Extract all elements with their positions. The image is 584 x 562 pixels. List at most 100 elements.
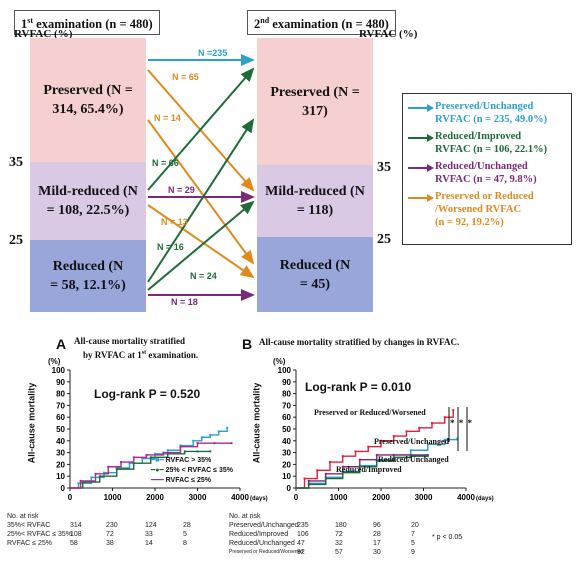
km-a-point	[107, 465, 110, 468]
risk-b-title: No. at risk	[229, 513, 261, 520]
panel-a-legend-2: ━●━ 25% < RVFAC ≤ 35%	[151, 467, 233, 474]
km-a-point	[166, 452, 169, 455]
panel-b-label-reduced-improved: Reduced/Improved	[336, 465, 402, 474]
km-a-ytick-label: 20	[56, 460, 65, 469]
risk-cell: 8	[183, 540, 187, 547]
km-a-point	[115, 466, 118, 469]
legend-reduced-improved: Reduced/Improved RVFAC (n = 106, 22.1%)	[407, 130, 567, 156]
flow-label-66: N = 66	[152, 158, 179, 168]
right-rvfac-label: RVFAC (%)	[359, 28, 418, 40]
km-b-point	[303, 477, 306, 480]
km-a-point	[209, 433, 212, 436]
flow-reduced-mild	[147, 200, 255, 291]
risk-cell: 106	[297, 531, 309, 538]
legend-preserved-unchanged: Preserved/Unchanged RVFAC (n = 235, 49.0%…	[407, 100, 567, 126]
km-b-xtick-label: 4000	[457, 493, 475, 502]
km-a-point	[179, 445, 182, 448]
km-a-ytick-label: 70	[56, 401, 65, 410]
flow-arrows	[147, 54, 255, 301]
km-b-xtick-label: 0	[294, 493, 299, 502]
km-b-xtick-label: 3000	[415, 493, 433, 502]
km-a-ytick-label: 0	[61, 484, 66, 493]
flow-preserved-reduced	[147, 119, 255, 265]
km-a-point	[149, 456, 152, 459]
km-b-ytick-label: 10	[282, 472, 291, 481]
risk-row-name: Preserved or Reduced/Worsened	[229, 549, 304, 555]
km-b-ytick-label: 0	[287, 484, 292, 493]
km-a-point	[192, 439, 195, 442]
km-b-point	[307, 483, 310, 486]
km-b-point	[324, 472, 327, 475]
panel-a-letter: A	[56, 336, 67, 352]
km-a-x-unit: (days)	[250, 496, 268, 502]
panel-b-label-worsened: Preserved or Reduced/Worsened	[314, 408, 426, 417]
risk-row-name: Reduced/Improved	[229, 531, 289, 538]
risk-cell: 5	[411, 540, 415, 547]
km-a-point	[179, 444, 182, 447]
km-a-point	[162, 451, 165, 454]
panel-b-title: All-cause mortality stratified by change…	[259, 337, 460, 347]
km-a-point	[98, 475, 101, 478]
left-mild-label: Mild-reduced (N = 108, 22.5%)	[38, 184, 138, 218]
flow-label-16: N = 16	[157, 242, 184, 252]
panel-b-stars: * * *	[450, 418, 473, 428]
km-b-series-3	[296, 455, 428, 489]
legend-arrow-green	[408, 134, 434, 142]
km-b-series-0	[296, 410, 454, 489]
right-preserved-label: Preserved (N = 317)	[270, 84, 360, 119]
km-a-ytick-label: 40	[56, 437, 65, 446]
km-b-point	[324, 477, 327, 480]
risk-cell: 108	[70, 531, 82, 538]
risk-row-name: 25%< RVFAC ≤ 35%	[7, 531, 72, 538]
km-a-point	[141, 457, 144, 460]
km-b-point	[409, 455, 412, 458]
panel-a-legend-1: ━■━ RVFAC > 35%	[151, 457, 212, 464]
km-a-ytick-label: 50	[56, 425, 65, 434]
right-tick-25: 25	[377, 232, 391, 247]
panel-a-title: All-cause mortality stratified by RVFAC …	[74, 336, 199, 360]
km-a-ytick-label: 100	[52, 366, 66, 375]
km-a-xtick-label: 2000	[146, 493, 164, 502]
km-b-point	[405, 430, 408, 433]
km-b-ytick-label: 80	[282, 390, 291, 399]
left-preserved-label: Preserved (N = 314, 65.4%)	[43, 83, 133, 117]
panel-b-sig-note: * p < 0.05	[432, 534, 463, 541]
km-b-point	[392, 453, 395, 456]
km-a-ytick-label: 90	[56, 378, 65, 387]
risk-cell: 28	[183, 522, 191, 529]
right-reduced-label: Reduced (N = 45)	[279, 257, 351, 292]
km-b-point	[375, 453, 378, 456]
flow-label-65: N = 65	[172, 72, 199, 82]
risk-cell: 72	[106, 531, 114, 538]
risk-cell: 314	[70, 522, 82, 529]
flow-legend: Preserved/Unchanged RVFAC (n = 235, 49.0%…	[402, 93, 572, 245]
km-a-point	[81, 481, 84, 484]
km-a-point	[79, 479, 82, 482]
panel-a-ylabel: All-cause mortality	[26, 382, 37, 464]
risk-cell: 33	[145, 531, 153, 538]
km-a-point	[103, 471, 105, 474]
km-b-ytick-label: 30	[282, 449, 291, 458]
km-b-ytick-label: 20	[282, 460, 291, 469]
km-b-ytick-label: 100	[278, 366, 292, 375]
panel-b-y-unit: (%)	[273, 357, 286, 366]
risk-cell: 32	[335, 540, 343, 547]
km-b-point	[307, 479, 310, 482]
risk-cell: 28	[373, 531, 381, 538]
risk-row-name: Preserved/Unchanged	[229, 522, 299, 529]
left-tick-35: 35	[9, 155, 23, 170]
panel-b-logrank: Log-rank P = 0.010	[305, 380, 412, 394]
risk-row-name: RVFAC ≤ 25%	[7, 540, 52, 547]
km-a-point	[196, 450, 199, 453]
flow-reduced-preserved	[147, 118, 255, 283]
km-a-point	[90, 476, 93, 479]
panel-a-legend: ━■━ RVFAC > 35% ━●━ 25% < RVFAC ≤ 35% ━━…	[151, 456, 233, 486]
panel-b-letter: B	[242, 336, 253, 352]
km-b-xtick-label: 1000	[330, 493, 348, 502]
risk-a-title: No. at risk	[7, 513, 39, 520]
legend-reduced-unchanged: Reduced/Unchanged RVFAC (n = 47, 9.8%)	[407, 160, 567, 186]
risk-cell: 5	[183, 531, 187, 538]
risk-cell: 124	[145, 522, 157, 529]
right-tick-35: 35	[377, 160, 391, 175]
